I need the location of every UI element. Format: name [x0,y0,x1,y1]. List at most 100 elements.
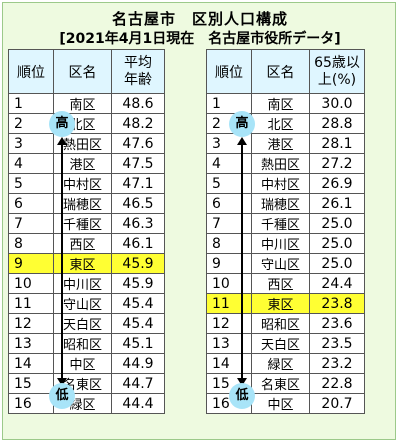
value-cell: 45.9 [111,273,165,294]
table-row: 9 守山区 25.0 [206,253,365,274]
table-row: 8 中川区 25.0 [206,233,365,254]
ward-cell: 中区 [53,353,112,374]
header-average-age: 平均 年齢 [111,49,165,94]
table-row: 13 昭和区 45.1 [8,333,165,354]
ward-cell: 天白区 [251,333,310,354]
value-cell: 23.6 [309,313,365,334]
value-cell: 22.8 [309,373,365,394]
value-cell: 48.6 [111,93,165,114]
value-cell: 44.7 [111,373,165,394]
table-row: 13 天白区 23.5 [206,333,365,354]
ward-cell: 港区 [251,133,310,154]
table-row: 3 港区 28.1 [206,133,365,154]
table-row: 1 南区 30.0 [206,93,365,114]
rank-cell: 14 [206,353,252,374]
value-cell: 23.8 [309,293,365,314]
table-row: 5 中村区 47.1 [8,173,165,194]
table-row: 11 東区 23.8 [206,293,365,314]
rank-cell: 4 [206,153,252,174]
ward-cell: 昭和区 [251,313,310,334]
rank-cell: 13 [8,333,54,354]
page-title: 名古屋市 区別人口構成 [111,10,288,28]
header-elderly-ratio: 65歳以 上(%) [309,49,365,94]
average-age-table: 順位 区名 平均 年齢 1 南区 48.6 2 北区 48.2 3 熱田区 47.6 4 港区 47.… [8,49,165,414]
table-row: 9 東区 45.9 [8,253,165,274]
header-ward: 区名 [251,49,310,94]
rank-cell: 3 [8,133,54,154]
ward-cell: 南区 [251,93,310,114]
value-cell: 48.2 [111,113,165,134]
arrow-line [61,144,63,380]
ward-cell: 中川区 [251,233,310,254]
value-cell: 45.4 [111,313,165,334]
value-cell: 27.2 [309,153,365,174]
rank-cell: 8 [8,233,54,254]
page-subtitle: [2021年4月1日現在 名古屋市役所データ] [59,31,341,47]
ward-cell: 東区 [251,293,310,314]
value-cell: 46.3 [111,213,165,234]
rank-cell: 2 [8,113,54,134]
arrow-line [241,144,243,380]
elderly-ratio-table: 順位 区名 65歳以 上(%) 1 南区 30.0 2 北区 28.8 3 港区 28.1 4 熱田… [206,49,365,414]
table-row: 3 熱田区 47.6 [8,133,165,154]
value-cell: 30.0 [309,93,365,114]
value-cell: 23.5 [309,333,365,354]
value-cell: 20.7 [309,393,365,414]
low-badge: 低 [229,383,255,409]
ward-cell: 西区 [251,273,310,294]
value-cell: 45.1 [111,333,165,354]
header-ward: 区名 [53,49,112,94]
rank-cell: 11 [206,293,252,314]
ward-cell: 緑区 [251,353,310,374]
value-cell: 47.1 [111,173,165,194]
header-rank: 順位 [8,49,54,94]
high-badge: 高 [49,111,75,137]
header-rank: 順位 [206,49,252,94]
table-header-row: 順位 区名 平均 年齢 [8,49,165,94]
ward-cell: 東区 [53,253,112,274]
rank-cell: 7 [206,213,252,234]
value-cell: 25.0 [309,233,365,254]
table-row: 8 西区 46.1 [8,233,165,254]
ward-cell: 中村区 [53,173,112,194]
rank-cell: 10 [206,273,252,294]
value-cell: 47.5 [111,153,165,174]
rank-cell: 9 [206,253,252,274]
table-row: 5 中村区 26.9 [206,173,365,194]
rank-cell: 13 [206,333,252,354]
high-badge: 高 [229,111,255,137]
table-row: 10 中川区 45.9 [8,273,165,294]
rank-cell: 1 [8,93,54,114]
table-row: 10 西区 24.4 [206,273,365,294]
value-cell: 26.1 [309,193,365,214]
value-cell: 47.6 [111,133,165,154]
table-row: 15 名東区 44.7 [8,373,165,394]
ward-cell: 熱田区 [251,153,310,174]
arrow-up-icon [57,137,67,145]
ward-cell: 名東区 [251,373,310,394]
value-cell: 25.0 [309,253,365,274]
rank-cell: 7 [8,213,54,234]
rank-cell: 12 [8,313,54,334]
value-cell: 44.9 [111,353,165,374]
ward-cell: 守山区 [251,253,310,274]
table-row: 6 瑞穂区 26.1 [206,193,365,214]
table-row: 11 守山区 45.4 [8,293,165,314]
rank-cell: 16 [8,393,54,414]
rank-cell: 5 [8,173,54,194]
table-row: 14 中区 44.9 [8,353,165,374]
rank-cell: 6 [206,193,252,214]
value-cell: 28.8 [309,113,365,134]
ward-cell: 瑞穂区 [251,193,310,214]
low-badge: 低 [49,383,75,409]
rank-cell: 15 [8,373,54,394]
rank-cell: 11 [8,293,54,314]
rank-cell: 9 [8,253,54,274]
table-row: 12 昭和区 23.6 [206,313,365,334]
ward-cell: 昭和区 [53,333,112,354]
arrow-down-icon [237,378,247,386]
value-cell: 26.9 [309,173,365,194]
value-cell: 28.1 [309,133,365,154]
table-header-row: 順位 区名 65歳以 上(%) [206,49,365,94]
arrow-down-icon [57,378,67,386]
